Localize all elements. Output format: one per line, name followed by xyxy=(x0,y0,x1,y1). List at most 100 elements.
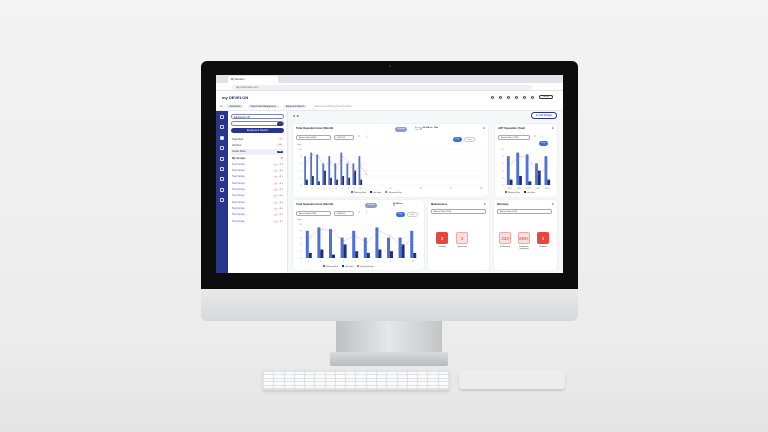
bar-idle xyxy=(366,252,370,258)
bar-working xyxy=(310,152,313,185)
status-label: Expiration upcoming xyxy=(519,246,529,250)
equipment-select[interactable]: Equipment ID ⌄ xyxy=(231,114,284,119)
group-item[interactable]: Test Group 0 ⋖ › xyxy=(231,174,284,180)
gear-icon[interactable]: ⚙ xyxy=(482,127,485,130)
nav-icon[interactable] xyxy=(220,187,224,192)
toggle-hour[interactable]: Hour xyxy=(464,137,476,142)
favorites-bar: ★ Dashboard Fault Code Management Equipm… xyxy=(216,103,563,111)
gear-icon[interactable]: ⚙ xyxy=(551,203,554,206)
group-item[interactable]: Test Group 0 ⋖ › xyxy=(231,161,284,167)
key xyxy=(274,372,284,375)
fleet-select[interactable]: Active Fleet (129) xyxy=(431,209,486,214)
chevron-right-icon[interactable]: › xyxy=(282,188,283,192)
y-tick-label: 4 xyxy=(300,244,302,246)
search-icon[interactable] xyxy=(277,122,283,126)
group-item[interactable]: Test Group 0 ⋖ › xyxy=(231,186,284,192)
favorite-tab[interactable]: Equipment Report xyxy=(282,105,308,108)
fleet-select[interactable]: Active Fleet (129) xyxy=(498,135,530,140)
group-item[interactable]: Test Group 0 ⋖ › xyxy=(231,167,284,173)
chevron-right-icon[interactable]: › xyxy=(282,219,283,223)
toggle-day[interactable]: Day xyxy=(453,137,462,142)
bar-idle xyxy=(342,176,345,185)
gear-icon[interactable]: ⚙ xyxy=(483,203,486,206)
chevron-right-icon[interactable]: › xyxy=(282,200,283,204)
bar-idle xyxy=(401,244,405,258)
group-item[interactable]: Test Group 0 ⋖ › xyxy=(231,180,284,186)
logout-button[interactable]: Logout xyxy=(538,95,553,99)
nav-icon[interactable] xyxy=(220,166,224,171)
toggle-hour[interactable]: Hour xyxy=(407,212,419,217)
group-item[interactable]: Test Group 0 ⋖ › xyxy=(231,212,284,218)
nav-icon[interactable] xyxy=(220,198,224,203)
key xyxy=(428,372,438,375)
bell-icon[interactable] xyxy=(498,95,502,99)
group-item[interactable]: Test Group 0 ⋖ › xyxy=(231,205,284,211)
favorite-tab[interactable]: Dashboard xyxy=(226,105,244,108)
expand-icon[interactable]: ⛶ xyxy=(534,135,536,138)
nav-icon[interactable] xyxy=(220,125,224,130)
favorite-tab[interactable]: Fault Code Management xyxy=(247,105,279,108)
status-tile[interactable]: 3 Upcoming xyxy=(454,232,470,248)
y-tick-label: 6 xyxy=(502,163,504,165)
settings-icon[interactable] xyxy=(530,95,534,99)
chevron-right-icon[interactable]: › xyxy=(282,169,283,173)
nav-icon[interactable] xyxy=(220,115,224,119)
chevron-right-icon[interactable]: › xyxy=(282,175,283,179)
status-tile[interactable]: 999+ Expiration upcoming xyxy=(516,232,532,250)
expand-icon[interactable]: ⛶ xyxy=(358,135,360,138)
fleet-select[interactable]: Active Fleet (129) xyxy=(296,135,331,140)
chevron-right-icon[interactable]: › xyxy=(282,162,283,166)
bar-working xyxy=(317,227,321,258)
globe-icon[interactable] xyxy=(514,95,518,99)
key xyxy=(284,378,294,382)
toggle-day[interactable]: Day xyxy=(396,212,405,217)
nav-icon[interactable] xyxy=(220,146,224,151)
chevron-right-icon[interactable]: › xyxy=(282,213,283,217)
monitor-foot xyxy=(330,352,448,366)
nav-icon[interactable] xyxy=(220,156,224,161)
equipment-search-button[interactable]: Equipment Search xyxy=(231,128,284,133)
status-tile[interactable]: 3 Expired xyxy=(535,232,551,250)
gear-icon[interactable]: ⚙ xyxy=(551,127,554,130)
search-icon[interactable] xyxy=(490,95,494,99)
filter-all-fleet[interactable]: All Fleet 29 xyxy=(231,142,284,148)
fleet-select[interactable]: Active Fleet (129) xyxy=(497,209,552,214)
download-icon[interactable]: ⤓ xyxy=(542,135,544,138)
key xyxy=(335,378,346,382)
url-field[interactable]: dig.mydevelon.com xyxy=(232,84,532,90)
filter-searched[interactable]: Searched 0 xyxy=(231,136,284,142)
nav-icon[interactable] xyxy=(220,177,224,182)
chevron-right-icon[interactable]: › xyxy=(282,206,283,210)
browser-tab[interactable]: My Develon xyxy=(228,76,278,83)
status-badge: Working xyxy=(365,203,378,208)
date-select[interactable]: 2023-05 xyxy=(334,135,354,140)
key xyxy=(294,375,305,378)
document-icon[interactable] xyxy=(506,95,510,99)
group-item[interactable]: Test Group 0 ⋖ › xyxy=(231,218,284,224)
status-tile[interactable]: 3 Overdue xyxy=(434,232,450,248)
group-item[interactable]: Test Group 0 ⋖ › xyxy=(231,193,284,199)
group-item[interactable]: Test Group 0 ⋖ › xyxy=(231,199,284,205)
status-tile[interactable]: 333 In Warranty xyxy=(497,232,513,250)
date-select[interactable]: 2023-05 xyxy=(334,211,354,216)
x-tick-label: 6 xyxy=(336,188,338,190)
download-icon[interactable]: ⤓ xyxy=(366,211,368,214)
chevron-right-icon[interactable]: › xyxy=(282,194,283,198)
gear-icon[interactable]: ⚙ xyxy=(280,156,283,160)
favorite-tab[interactable]: Results and Working Hours Analysis xyxy=(311,105,355,108)
toggle-day[interactable]: Day xyxy=(539,141,548,146)
fleet-select[interactable]: Active Fleet (129) xyxy=(296,211,331,216)
filter-active-fleet[interactable]: Active Fleet 14 xyxy=(231,148,284,155)
user-icon[interactable] xyxy=(522,95,526,99)
download-icon[interactable]: ⤓ xyxy=(366,135,368,138)
chevron-right-icon[interactable]: › xyxy=(282,181,283,185)
add-widget-button[interactable]: ⊕ Add Widget xyxy=(530,112,557,119)
search-input[interactable] xyxy=(231,121,284,126)
utilization-point xyxy=(401,245,403,247)
nav-icon[interactable] xyxy=(220,135,224,140)
filter-icon[interactable]: ⇅ ⚙ xyxy=(293,114,300,118)
expand-icon[interactable]: ⛶ xyxy=(358,211,360,214)
bar-idle xyxy=(519,176,522,185)
status-value: 3 xyxy=(456,232,468,244)
key xyxy=(335,385,346,388)
